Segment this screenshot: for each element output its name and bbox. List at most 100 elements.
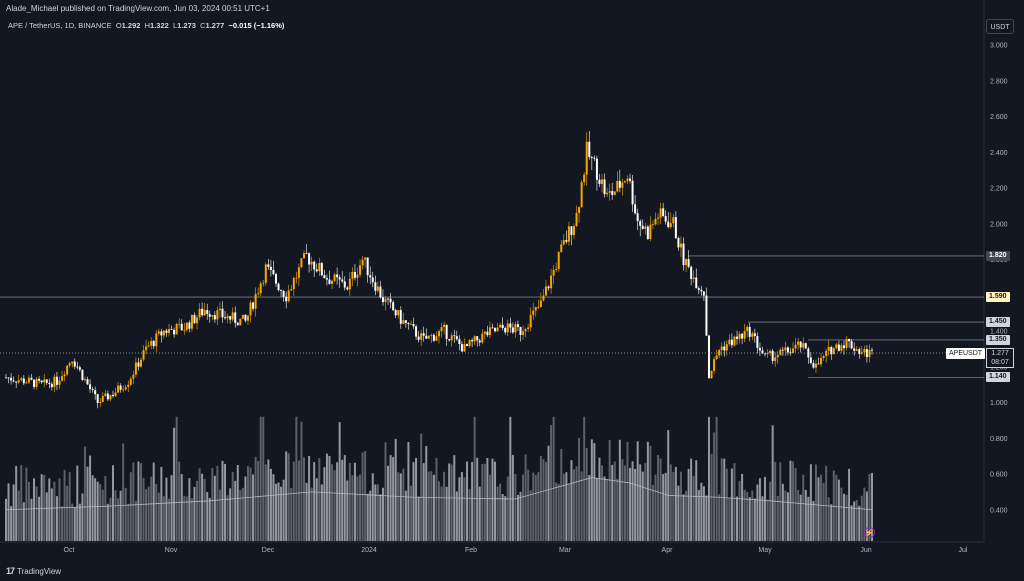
candle-body: [601, 179, 604, 184]
volume-bar: [175, 416, 178, 541]
candle-body: [180, 323, 183, 331]
candle-body: [598, 179, 601, 184]
volume-bar: [50, 488, 53, 541]
publish-text: Alade_Michael published on TradingView.c…: [6, 4, 270, 13]
volume-bar: [338, 422, 341, 541]
volume-bar: [809, 464, 812, 541]
price-axis[interactable]: 3.0002.8002.6002.4002.2002.0001.8001.600…: [990, 43, 1008, 515]
candle-body: [677, 238, 680, 248]
candle-body: [509, 323, 512, 328]
volume-bars: [5, 416, 873, 541]
candle-body: [257, 293, 260, 295]
volume-bar: [353, 462, 356, 541]
price-chart[interactable]: 3.0002.8002.6002.4002.2002.0001.8001.600…: [0, 0, 1024, 560]
candle-body: [585, 141, 588, 175]
volume-bar: [682, 494, 685, 541]
volume-bar: [249, 467, 252, 541]
candle-body: [50, 383, 53, 388]
volume-bar: [646, 441, 649, 541]
volume-bar: [590, 439, 593, 541]
volume-bar: [753, 498, 756, 541]
candle-body: [341, 279, 344, 282]
candle-body: [374, 282, 377, 291]
candle-body: [725, 344, 728, 351]
candle-body: [758, 347, 761, 351]
candle-body: [697, 288, 700, 290]
volume-bar: [771, 425, 774, 541]
time-axis-tick: 2024: [361, 547, 377, 554]
candle-body: [682, 243, 685, 266]
level-price-tag: 1.140: [986, 372, 1010, 383]
volume-bar: [756, 484, 759, 541]
volume-bar: [397, 472, 400, 541]
legend-symbol[interactable]: APE / TetherUS, 1D, BINANCE: [8, 21, 112, 30]
currency-button[interactable]: USDT: [986, 19, 1014, 34]
candle-body: [687, 259, 690, 267]
volume-bar: [282, 479, 285, 541]
candle-body: [458, 339, 461, 344]
candle-body: [542, 295, 545, 301]
price-axis-tick: 0.600: [990, 472, 1008, 479]
volume-bar: [274, 483, 277, 541]
price-axis-tick: 0.800: [990, 436, 1008, 443]
candle-body: [17, 380, 20, 383]
volume-bar: [297, 460, 300, 541]
volume-bar: [585, 447, 588, 541]
candle-body: [336, 274, 339, 278]
volume-bar: [325, 453, 328, 541]
volume-bar: [229, 488, 232, 541]
candle-body: [595, 158, 598, 180]
volume-bar: [99, 483, 102, 541]
volume-bar: [55, 496, 58, 541]
candle-body: [264, 264, 267, 283]
volume-bar: [76, 465, 79, 541]
volume-bar: [193, 486, 196, 541]
volume-bar: [213, 475, 216, 541]
candle-body: [794, 344, 797, 349]
time-axis-tick: Dec: [262, 547, 275, 554]
volume-bar: [769, 481, 772, 541]
candle-body: [58, 380, 61, 385]
candle-body: [323, 275, 326, 279]
candle-body: [450, 335, 453, 341]
candle-body: [226, 316, 229, 319]
volume-bar: [473, 416, 476, 541]
candle-body: [89, 384, 92, 390]
candle-body: [544, 286, 547, 296]
volume-bar: [679, 471, 682, 541]
candle-body: [427, 335, 430, 339]
volume-bar: [664, 472, 667, 541]
volume-bar: [117, 498, 120, 541]
candle-body: [124, 387, 127, 390]
candle-body: [443, 324, 446, 328]
tradingview-logo[interactable]: 17 TradingView: [6, 566, 61, 576]
volume-bar: [292, 461, 295, 541]
candle-body: [392, 302, 395, 311]
volume-bar: [494, 461, 497, 541]
candle-body: [300, 258, 303, 268]
volume-bar: [792, 461, 795, 541]
volume-bar: [376, 484, 379, 541]
lightning-icon[interactable]: ⚡: [864, 527, 875, 538]
time-axis-tick: Nov: [165, 547, 178, 554]
candle-body: [455, 336, 458, 340]
time-axis[interactable]: Oct Nov Dec 2024 Feb Mar Apr May Jun Jul: [64, 547, 968, 554]
candle-body: [109, 394, 112, 400]
volume-bar: [611, 464, 614, 541]
volume-bar: [781, 483, 784, 541]
volume-bar: [246, 465, 249, 541]
candle-body: [863, 349, 866, 353]
candle-body: [412, 323, 415, 327]
candle-body: [371, 277, 374, 283]
volume-bar: [797, 490, 800, 541]
candle-body: [804, 343, 807, 349]
candle-body: [667, 221, 670, 228]
candle-body: [578, 207, 581, 213]
volume-bar: [514, 474, 517, 541]
candle-body: [252, 302, 255, 309]
volume-bar: [142, 478, 145, 541]
volume-bar: [817, 477, 820, 541]
candle-body: [608, 191, 611, 193]
volume-bar: [496, 486, 499, 541]
candle-body: [346, 287, 349, 290]
